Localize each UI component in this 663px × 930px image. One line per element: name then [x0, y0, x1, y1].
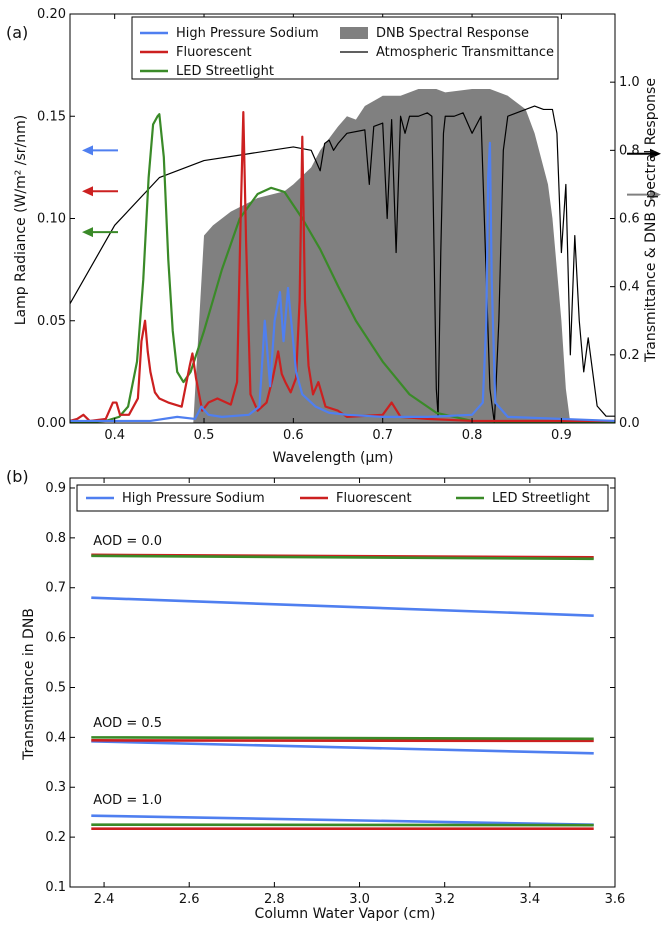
line-led — [91, 554, 594, 561]
atmospheric-transmittance-line — [70, 105, 615, 423]
panel-a-x-tick-label: 0.7 — [372, 428, 393, 443]
legend-label-led: LED Streetlight — [176, 64, 274, 79]
panel-b-y-tick-label: 0.6 — [45, 631, 66, 646]
aod-annotation: AOD = 0.5 — [93, 716, 162, 731]
line-hps — [91, 596, 594, 617]
arrow-head — [82, 227, 93, 238]
panel-b-x-tick-label: 3.2 — [434, 892, 455, 907]
right-axis-arrow — [627, 148, 661, 159]
panel-b-y-tick-label: 0.1 — [45, 880, 66, 895]
aod-annotation: AOD = 1.0 — [93, 793, 162, 808]
panel-a-x-tick-label: 0.9 — [551, 428, 572, 443]
panel-b-legend: High Pressure Sodium Fluorescent LED Stree… — [76, 484, 609, 512]
legend-label-hps: High Pressure Sodium — [176, 26, 319, 41]
panel-b-x-tick-label: 2.4 — [94, 892, 115, 907]
panel-a-y-axis-label: Lamp Radiance (W/m² /sr/nm) — [13, 115, 29, 326]
panel-b-legend-box — [76, 484, 609, 512]
panel-b-x-tick-label: 2.6 — [179, 892, 200, 907]
panel-b-x-tick-label: 2.8 — [264, 892, 285, 907]
panel-b-y-tick-label: 0.2 — [45, 830, 66, 845]
panel-a-legend: High Pressure Sodium Fluorescent LED Stree… — [131, 16, 559, 80]
panel-a-x-axis-label: Wavelength (μm) — [273, 450, 394, 466]
panel-b-y-axis-label: Transmittance in DNB — [21, 608, 37, 761]
left-axis-arrow — [82, 186, 118, 197]
panel-a-x-tick-label: 0.8 — [462, 428, 483, 443]
line-hps — [91, 814, 594, 826]
panel-a-y2-tick-label: 0.2 — [619, 348, 640, 363]
panel-a-y2-tick-label: 0.6 — [619, 212, 640, 227]
legend-label-fluor: Fluorescent — [176, 45, 252, 60]
aod-annotation: AOD = 0.0 — [93, 534, 162, 549]
panel-a-y2-tick-label: 0.8 — [619, 143, 640, 158]
legend-label-hps: High Pressure Sodium — [122, 491, 265, 506]
panel-b-plot-area: 2.4 2.6 2.8 3.0 3.2 3.4 3.6 0.1 0.2 0.3 0.4 0.5 0.6 0… — [45, 477, 626, 907]
panel-b-y-tick-label: 0.8 — [45, 531, 66, 546]
legend-label-led: LED Streetlight — [492, 491, 590, 506]
panel-a-x-tick-label: 0.5 — [194, 428, 215, 443]
panel-b-y-tick-label: 0.4 — [45, 730, 66, 745]
panel-b-x-axis-label: Column Water Vapor (cm) — [255, 906, 436, 922]
arrow-head — [82, 145, 93, 156]
dnb-spectral-response-area — [193, 88, 571, 423]
panel-b: (b) 2.4 2.6 2.8 3.0 3.2 3.4 3.6 0.1 0.2 0.3 0.4 0.5… — [6, 467, 625, 922]
panel-b-frame — [69, 477, 616, 888]
panel-b-y-tick-label: 0.5 — [45, 680, 66, 695]
arrow-head — [650, 148, 661, 159]
panel-a-y-tick-label: 0.15 — [37, 109, 66, 124]
panel-b-x-tick-label: 3.4 — [520, 892, 541, 907]
panel-a-x-tick-label: 0.6 — [283, 428, 304, 443]
panel-a-y-tick-label: 0.00 — [37, 416, 66, 431]
legend-swatch-dnb — [340, 27, 368, 39]
panel-a-plot-area: 0.4 0.5 0.6 0.7 0.8 0.9 0.00 0.05 0.10 0.15 0.20 0.… — [37, 7, 661, 443]
panel-a-y-tick-label: 0.10 — [37, 212, 66, 227]
panel-a-label: (a) — [6, 23, 28, 42]
legend-label-dnb: DNB Spectral Response — [376, 26, 529, 41]
line-led — [91, 736, 594, 741]
led-streetlight-line — [70, 113, 615, 423]
panel-a-y2-axis-label: Transmittance & DNB Spectral Response — [643, 78, 659, 363]
right-axis-arrow — [627, 189, 661, 200]
legend-label-fluor: Fluorescent — [336, 491, 412, 506]
panel-b-y-tick-label: 0.3 — [45, 780, 66, 795]
left-axis-arrow — [82, 145, 118, 156]
panel-a-series-group — [70, 88, 615, 423]
legend-label-atm: Atmospheric Transmittance — [376, 45, 554, 60]
panel-a-y2-tick-label: 0.4 — [619, 280, 640, 295]
panel-a-y-tick-label: 0.20 — [37, 7, 66, 22]
arrow-head — [650, 189, 661, 200]
panel-b-x-tick-label: 3.0 — [349, 892, 370, 907]
panel-a-y2-tick-label: 0.0 — [619, 416, 640, 431]
arrow-head — [82, 186, 93, 197]
panel-a-y2-tick-label: 1.0 — [619, 75, 640, 90]
panel-b-label: (b) — [6, 467, 29, 486]
panel-b-y-tick-label: 0.9 — [45, 481, 66, 496]
left-axis-arrow — [82, 227, 118, 238]
high-pressure-sodium-line — [70, 141, 615, 423]
panel-a-y-tick-label: 0.05 — [37, 314, 66, 329]
panel-a-x-tick-label: 0.4 — [104, 428, 125, 443]
fluorescent-line — [70, 111, 615, 423]
panel-b-x-tick-label: 3.6 — [605, 892, 626, 907]
line-hps — [91, 740, 594, 755]
panel-b-y-tick-label: 0.7 — [45, 581, 66, 596]
panel-a: (a) 0.4 0.5 0.6 0.7 0.8 0.90.000.050.100.150.… — [6, 7, 661, 466]
